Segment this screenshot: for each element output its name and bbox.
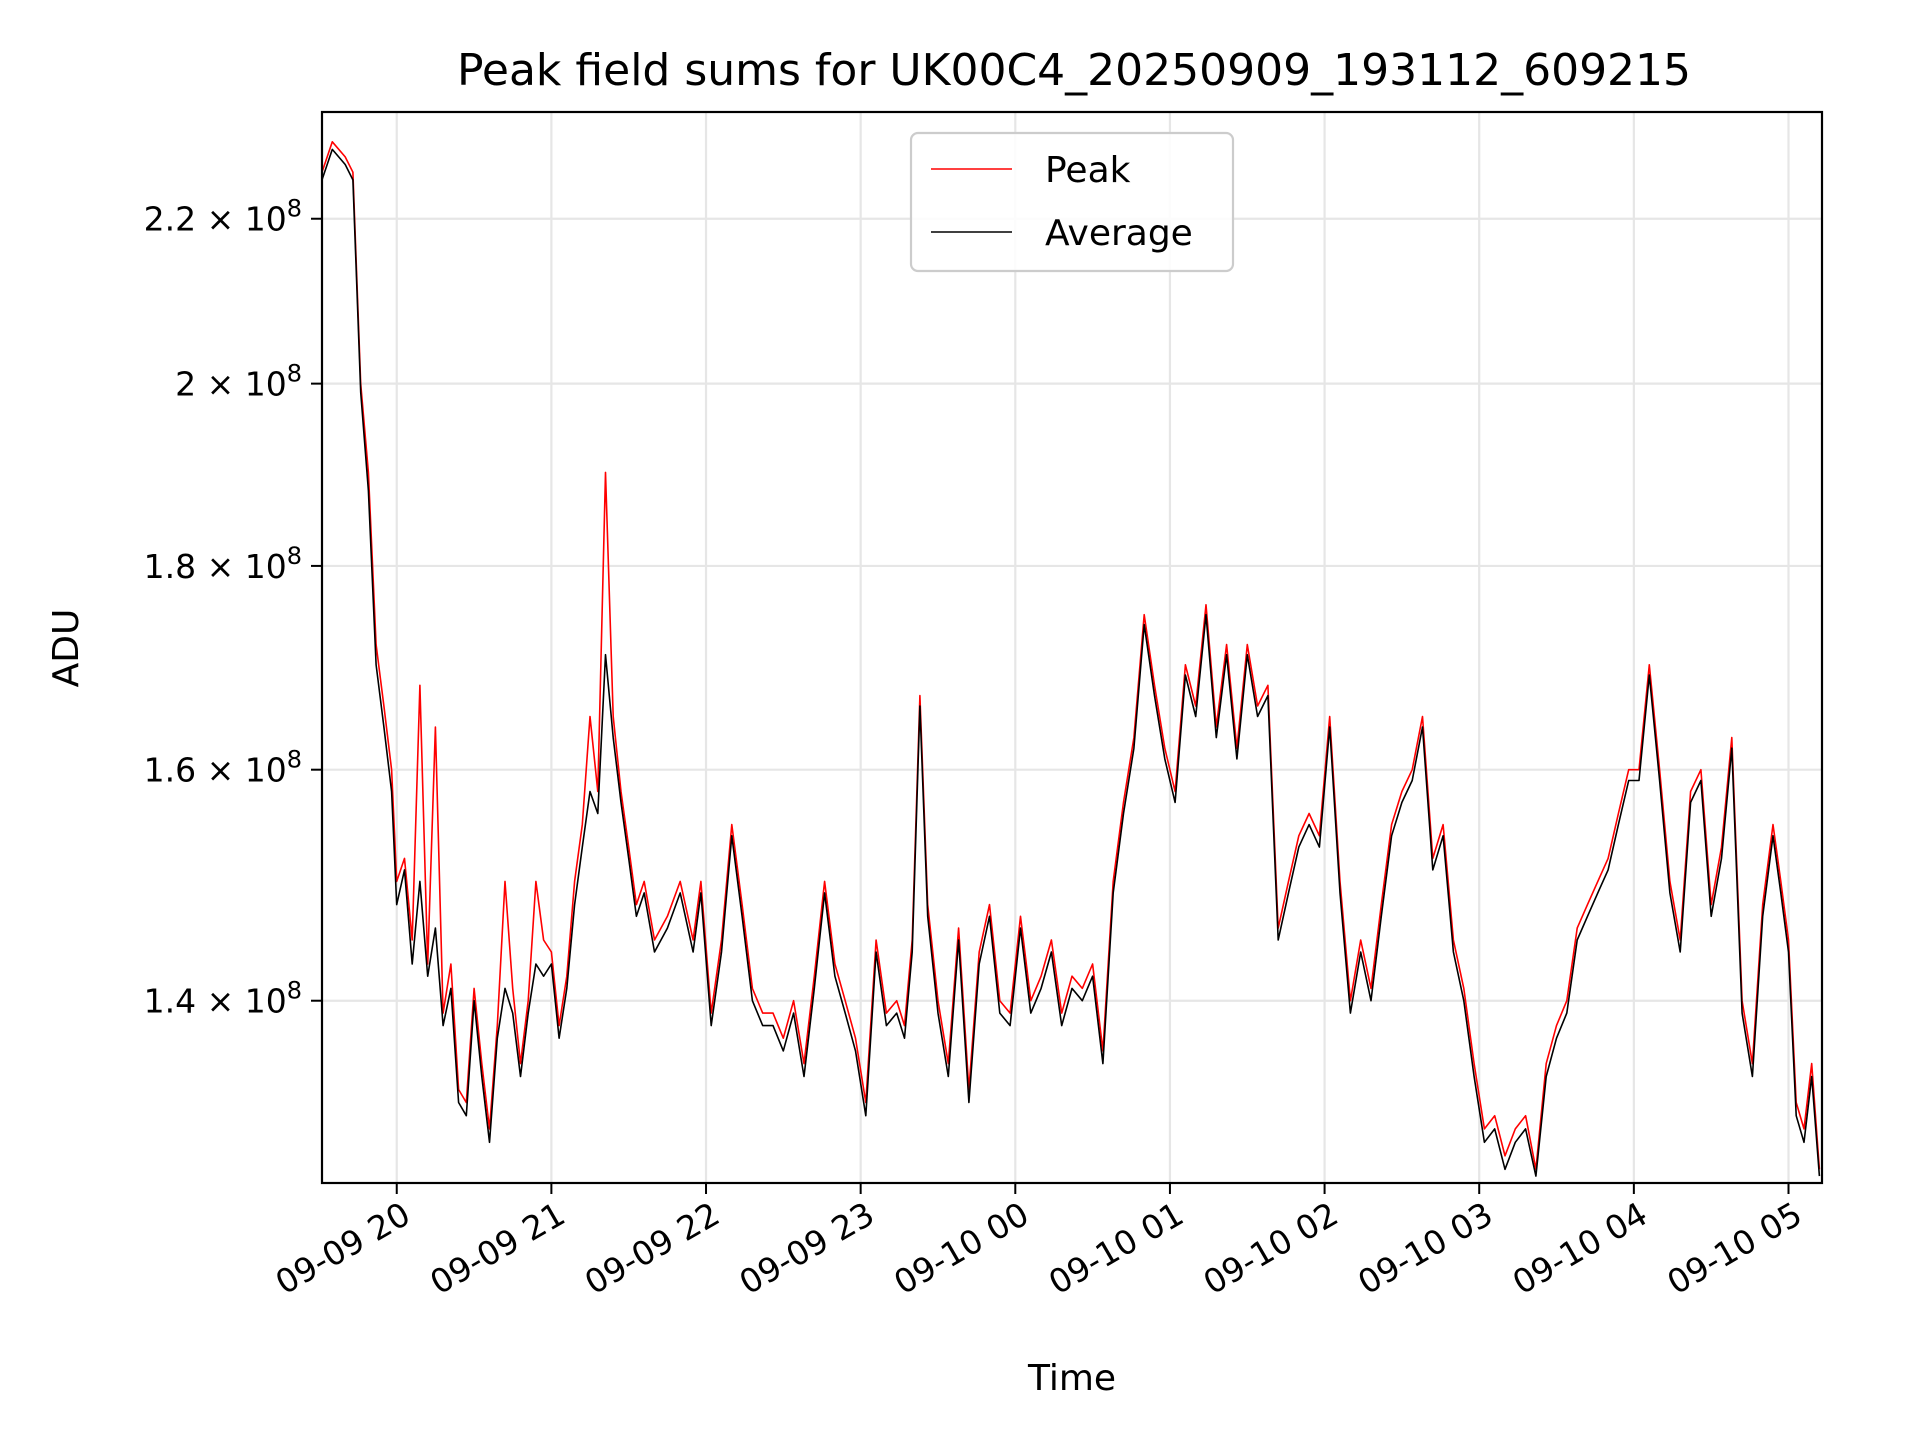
x-axis-label: Time bbox=[1027, 1358, 1116, 1399]
y-tick-exponent: 8 bbox=[287, 542, 302, 570]
plot-area-frame bbox=[320, 110, 1824, 1185]
y-tick-base: 10 bbox=[245, 365, 287, 404]
y-tick-exponent: 8 bbox=[287, 746, 302, 774]
y-tick-times: × bbox=[196, 982, 245, 1021]
series-lines bbox=[322, 141, 1821, 1177]
y-axis-label: ADU bbox=[46, 609, 87, 688]
y-tick-label: 1.4 × 108 bbox=[144, 977, 302, 1021]
y-tick-base: 10 bbox=[245, 547, 287, 586]
y-tick-label: 2.2 × 108 bbox=[144, 195, 302, 239]
y-tick-exponent: 8 bbox=[287, 977, 302, 1005]
y-tick-mantissa: 2.2 bbox=[144, 200, 196, 239]
legend-box bbox=[909, 131, 1235, 273]
legend: Peak Average bbox=[909, 131, 1235, 273]
y-tick-mantissa: 2 bbox=[175, 365, 196, 404]
series-line-average bbox=[322, 148, 1821, 1177]
y-tick-label: 2 × 108 bbox=[175, 360, 302, 404]
series-line-peak bbox=[322, 141, 1821, 1171]
y-tick-base: 10 bbox=[245, 751, 287, 790]
y-tick-mantissa: 1.8 bbox=[144, 547, 196, 586]
y-tick-times: × bbox=[196, 200, 245, 239]
y-tick-base: 10 bbox=[245, 200, 287, 239]
y-tick-exponent: 8 bbox=[287, 360, 302, 388]
y-tick-mantissa: 1.4 bbox=[144, 982, 196, 1021]
y-tick-times: × bbox=[196, 547, 245, 586]
y-tick-mantissa: 1.6 bbox=[144, 751, 196, 790]
y-tick-exponent: 8 bbox=[287, 195, 302, 223]
y-tick-base: 10 bbox=[245, 982, 287, 1021]
y-tick-label: 1.6 × 108 bbox=[144, 746, 302, 790]
chart-title: Peak field sums for UK00C4_20250909_1931… bbox=[457, 45, 1691, 96]
y-tick-times: × bbox=[196, 751, 245, 790]
y-tick-label: 1.8 × 108 bbox=[144, 542, 302, 586]
legend-label-average: Average bbox=[1045, 213, 1193, 254]
y-tick-times: × bbox=[196, 365, 245, 404]
legend-label-peak: Peak bbox=[1045, 150, 1131, 191]
